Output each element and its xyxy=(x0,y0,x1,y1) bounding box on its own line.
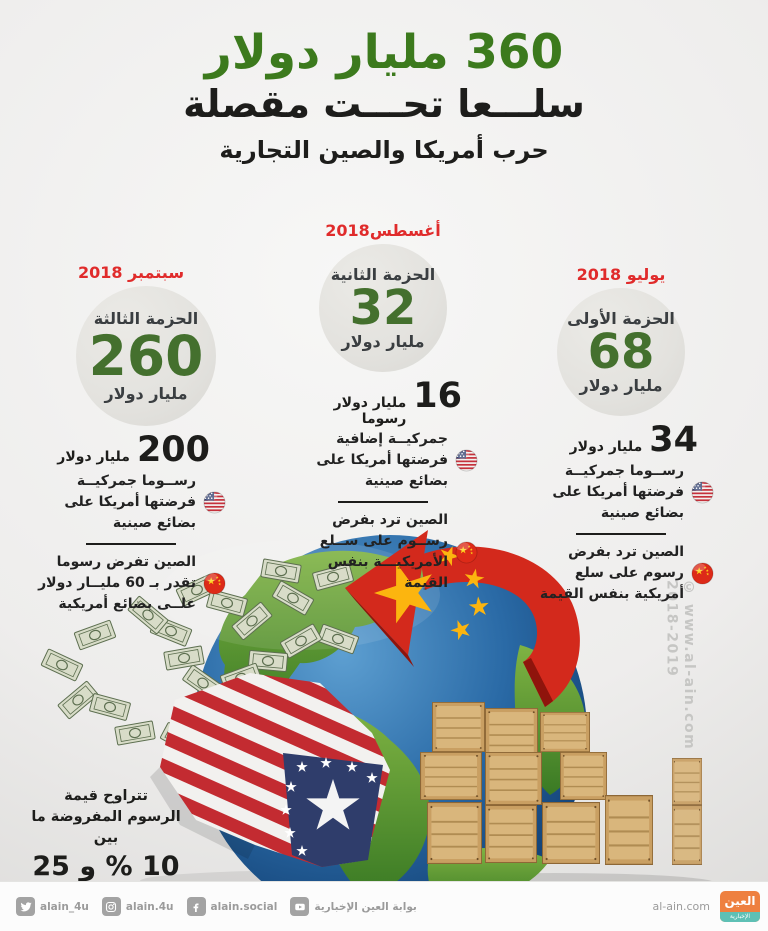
phase-3-circle: الحزمة الثالثة 260 مليار دولار xyxy=(76,286,216,426)
title-tagline: حرب أمريكا والصين التجارية xyxy=(219,135,549,164)
divider xyxy=(86,542,176,545)
phase-2-us-number-unit: مليار دولار رسوما xyxy=(333,395,407,427)
title-subtitle: سلـــعا تحـــت مقصلة xyxy=(183,82,585,127)
instagram-icon[interactable] xyxy=(101,897,121,916)
instagram-link[interactable]: alain.4u xyxy=(101,897,174,916)
phase-2-package-label: الحزمة الثانية xyxy=(330,264,436,284)
phase-1-package-label: الحزمة الأولى xyxy=(567,308,675,328)
instagram-handle[interactable]: alain.4u xyxy=(125,900,174,913)
phase-2-amount: 32 xyxy=(349,279,417,336)
china-flag-icon xyxy=(203,572,226,595)
phase-2-us-text: جمركيــة إضافية فرضتها أمريكا على بضائع … xyxy=(316,431,448,489)
phase-2-column: أغسطس2018 الحزمة الثانية 32 مليار دولار … xyxy=(288,221,478,594)
facebook-icon[interactable] xyxy=(186,897,206,916)
watermark-years: 2018-2019 xyxy=(663,580,680,678)
phase-1-us-text: رســوما جمركيــة فرضتها أمريكا على بضائع… xyxy=(552,462,684,521)
phase-3-us-number-row: 200 مليار دولار xyxy=(36,432,226,469)
phase-1-us-fact: رســوما جمركيــة فرضتها أمريكا على بضائع… xyxy=(528,461,714,524)
phase-2-us-number: 16 xyxy=(413,376,462,416)
divider xyxy=(576,532,666,535)
us-flag-icon xyxy=(455,449,478,472)
watermark: © www.al-ain.com 2018-2019 xyxy=(662,580,698,790)
twitter-link[interactable]: alain_4u xyxy=(16,897,89,916)
phase-3-us-text: رســوما جمركيــة فرضتها أمريكا على بضائع… xyxy=(64,472,196,531)
phase-1-circle: الحزمة الأولى 68 مليار دولار xyxy=(557,288,685,416)
title-block: 360 مليار دولار سلـــعا تحـــت مقصلة حرب… xyxy=(114,25,654,164)
china-flag-icon xyxy=(691,562,714,585)
phase-1-facts: 34 مليار دولار رســوما جمركيــة فرضتها أ… xyxy=(528,422,714,605)
website-url[interactable]: al-ain.com xyxy=(652,900,710,913)
phase-3-us-number: 200 xyxy=(136,430,210,470)
phase-1-us-number-row: 34 مليار دولار xyxy=(528,422,714,459)
twitter-icon[interactable] xyxy=(16,897,35,916)
china-flag-icon xyxy=(455,541,478,564)
note-line-2: الرسوم المفروضة ما بين xyxy=(31,809,181,847)
phase-1-column: يوليو 2018 الحزمة الأولى 68 مليار دولار … xyxy=(528,265,714,605)
site-branding: al-ain.com العين الإخبارية xyxy=(652,891,760,922)
wooden-crates xyxy=(420,702,702,865)
phase-2-us-fact: جمركيــة إضافية فرضتها أمريكا على بضائع … xyxy=(288,429,478,492)
twitter-handle[interactable]: alain_4u xyxy=(40,900,89,913)
phase-2-circle: الحزمة الثانية 32 مليار دولار xyxy=(319,244,447,372)
alain-logo-main: العين xyxy=(724,894,756,908)
us-flag-icon xyxy=(203,491,226,514)
phase-3-us-fact: رســوما جمركيــة فرضتها أمريكا على بضائع… xyxy=(36,471,226,534)
facebook-handle[interactable]: alain.social xyxy=(210,900,278,913)
alain-logo-sub: الإخبارية xyxy=(720,912,760,922)
footer-bar: alain_4u alain.4u alain.social بوابة الع… xyxy=(0,881,768,931)
phase-2-facts: 16 مليار دولار رسوما جمركيــة إضافية فرض… xyxy=(288,378,478,594)
phase-3-us-number-unit: مليار دولار xyxy=(57,449,130,465)
phase-3-facts: 200 مليار دولار رســوما جمركيــة فرضتها … xyxy=(36,432,226,615)
title-amount: 360 مليار دولار xyxy=(204,25,564,80)
phase-2-china-fact: الصين ترد بفرض رســوم على ســلع الأمريكي… xyxy=(288,510,478,594)
phase-3-date: سبتمبر 2018 xyxy=(77,263,185,282)
facebook-link[interactable]: alain.social xyxy=(186,897,278,916)
phase-1-china-text: الصين ترد بفرض رسوم على سلع أمريكية بنفس… xyxy=(539,543,684,602)
phase-2-date: أغسطس2018 xyxy=(325,221,441,240)
us-flag-icon xyxy=(691,481,714,504)
phase-3-amount-unit: مليار دولار xyxy=(104,384,188,404)
phase-1-amount-unit: مليار دولار xyxy=(579,376,663,396)
youtube-handle[interactable]: بوابة العين الإخبارية xyxy=(314,900,417,913)
youtube-link[interactable]: بوابة العين الإخبارية xyxy=(290,897,417,916)
phase-2-us-number-row: 16 مليار دولار رسوما xyxy=(288,378,478,427)
phase-1-us-number-unit: مليار دولار xyxy=(569,439,643,455)
us-arrow xyxy=(150,673,390,867)
phase-2-china-text: الصين ترد بفرض رســوم على ســلع الأمريكي… xyxy=(319,512,448,591)
phase-2-amount-unit: مليار دولار xyxy=(341,332,425,352)
alain-logo[interactable]: العين الإخبارية xyxy=(720,891,760,922)
divider xyxy=(338,501,428,503)
phase-3-china-text: الصين تفرض رسوما تقدر بـ 60 مليــار دولا… xyxy=(38,553,196,612)
phase-1-china-fact: الصين ترد بفرض رسوم على سلع أمريكية بنفس… xyxy=(528,542,714,605)
phase-3-column: سبتمبر 2018 الحزمة الثالثة 260 مليار دول… xyxy=(36,263,226,615)
note-line-1: تتراوح قيمة xyxy=(64,788,148,804)
social-links: alain_4u alain.4u alain.social بوابة الع… xyxy=(16,897,430,916)
watermark-copyright: © www.al-ain.com xyxy=(681,580,697,751)
phase-1-amount: 68 xyxy=(587,323,655,380)
phase-1-date: يوليو 2018 xyxy=(576,265,666,284)
phase-3-amount: 260 xyxy=(88,323,204,388)
youtube-icon[interactable] xyxy=(290,897,310,916)
china-arrow xyxy=(345,530,580,707)
phase-3-package-label: الحزمة الثالثة xyxy=(93,308,199,328)
phase-1-us-number: 34 xyxy=(649,420,698,460)
phase-3-china-fact: الصين تفرض رسوما تقدر بـ 60 مليــار دولا… xyxy=(36,552,226,615)
